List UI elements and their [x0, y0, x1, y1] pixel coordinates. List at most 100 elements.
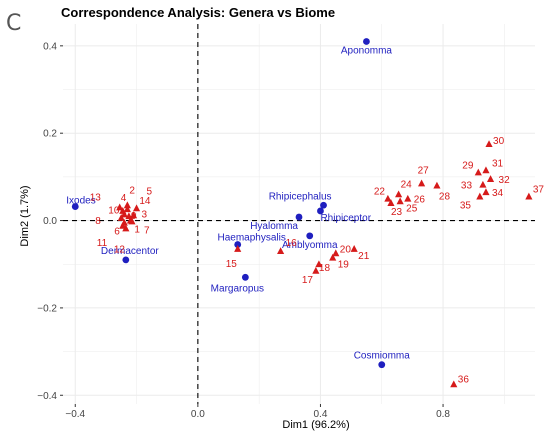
biome-label: 27 — [418, 165, 430, 176]
genus-label: Rhipicephalus — [269, 191, 332, 202]
biome-label: 10 — [108, 205, 120, 216]
panel-letter: C — [6, 11, 21, 36]
biome-label: 20 — [340, 244, 352, 255]
genus-label: Margaropus — [211, 283, 264, 294]
reference-lines — [63, 24, 535, 404]
biome-label: 3 — [141, 209, 147, 220]
biome-label: 5 — [147, 186, 153, 197]
genus-label: Hyalomma — [250, 221, 298, 232]
biome-label: 14 — [139, 196, 151, 207]
biome-point — [234, 245, 242, 252]
x-tick-label: 0.4 — [314, 409, 328, 420]
y-tick-label: 0.0 — [43, 216, 57, 227]
biome-label: 21 — [358, 251, 370, 262]
genus-label: Cosmiomma — [354, 351, 411, 362]
y-tick-label: −0.2 — [37, 303, 57, 314]
biome-label: 4 — [121, 193, 127, 204]
biome-point — [329, 253, 337, 261]
biome-label: 19 — [338, 260, 350, 271]
axis-ticks: −0.4 0.0 0.4 0.8 −0.4 −0.2 0.0 0.2 0.4 — [37, 41, 450, 420]
genus-label: Amblyomma — [282, 240, 338, 251]
biome-point — [122, 224, 130, 232]
biome-point — [116, 203, 124, 211]
biome-label: 36 — [458, 374, 470, 385]
biome-point — [132, 204, 141, 212]
biome-label: 26 — [414, 195, 426, 206]
biome-point — [486, 175, 495, 182]
genus-label: Haemaphysalis — [218, 233, 286, 244]
biome-point — [384, 194, 392, 202]
biome-point — [315, 260, 323, 268]
biome-point — [120, 210, 128, 218]
biome-point — [332, 249, 340, 257]
biome-label: 25 — [406, 203, 418, 214]
biome-point — [350, 245, 358, 252]
x-axis-label: Dim1 (96.2%) — [282, 419, 349, 431]
biome-point — [525, 192, 533, 200]
genus-point — [234, 241, 242, 248]
biome-point — [117, 214, 125, 221]
chart-title: Correspondence Analysis: Genera vs Biome — [61, 5, 335, 20]
genus-point — [306, 232, 314, 240]
biome-point — [476, 192, 484, 200]
biome-label: 11 — [97, 238, 108, 249]
biome-label: 31 — [492, 158, 504, 169]
biome-label: 29 — [462, 161, 474, 172]
biome-point — [277, 247, 285, 255]
biome-label: 34 — [492, 188, 504, 199]
x-tick-label: 0.8 — [436, 409, 450, 420]
biome-label: 7 — [144, 225, 150, 236]
biome-label: 8 — [95, 216, 101, 227]
y-tick-label: 0.2 — [43, 129, 57, 140]
biome-label: 1 — [134, 225, 140, 236]
genus-point — [295, 213, 303, 221]
y-tick-label: 0.4 — [43, 41, 57, 52]
genus-point — [71, 203, 79, 210]
biome-point — [450, 380, 458, 388]
biome-label: 2 — [129, 185, 135, 196]
biome-point — [474, 168, 482, 176]
biome-label: 33 — [461, 181, 473, 192]
biome-point — [125, 212, 133, 220]
biome-point — [387, 199, 395, 207]
biome-label: 6 — [114, 227, 120, 238]
biome-label: 12 — [114, 244, 126, 255]
biome-label: 17 — [302, 275, 314, 286]
genus-label: Dermacentor — [101, 246, 159, 257]
biome-point — [404, 194, 412, 202]
biome-point — [482, 188, 490, 196]
biome-label: 37 — [533, 185, 545, 196]
x-tick-label: −0.4 — [65, 409, 85, 420]
biome-label: 18 — [319, 263, 331, 274]
biome-point — [485, 140, 493, 148]
biome-label: 32 — [499, 175, 511, 186]
biome-point — [479, 180, 487, 188]
biome-label: 9 — [131, 211, 137, 222]
biome-label: 16 — [286, 238, 298, 249]
genus-label: Ixodes — [66, 196, 95, 207]
genus-point — [320, 201, 327, 209]
biome-label: 24 — [401, 179, 413, 190]
x-tick-label: 0.0 — [191, 409, 205, 420]
genus-point — [122, 256, 130, 264]
data-labels: Aponomma Ixodes Rhipicephalus Rhipiceptor Hy… — [66, 45, 544, 385]
biome-point — [129, 211, 138, 219]
data-points — [71, 38, 533, 388]
biome-point — [433, 181, 441, 189]
biome-point — [482, 166, 490, 174]
biome-label: 23 — [391, 207, 403, 218]
biome-point — [123, 201, 131, 209]
biome-label: 35 — [460, 201, 472, 212]
biome-label: 30 — [493, 136, 505, 147]
biome-point — [396, 197, 404, 205]
y-tick-label: −0.4 — [37, 391, 57, 402]
biome-point — [312, 266, 320, 274]
genus-label: Aponomma — [341, 45, 393, 56]
biome-point — [128, 217, 136, 225]
biome-point — [418, 179, 426, 187]
biome-label: 15 — [226, 259, 238, 270]
biome-point — [123, 205, 131, 213]
genus-point — [378, 361, 386, 369]
grid — [63, 24, 535, 404]
genus-point — [363, 38, 370, 45]
